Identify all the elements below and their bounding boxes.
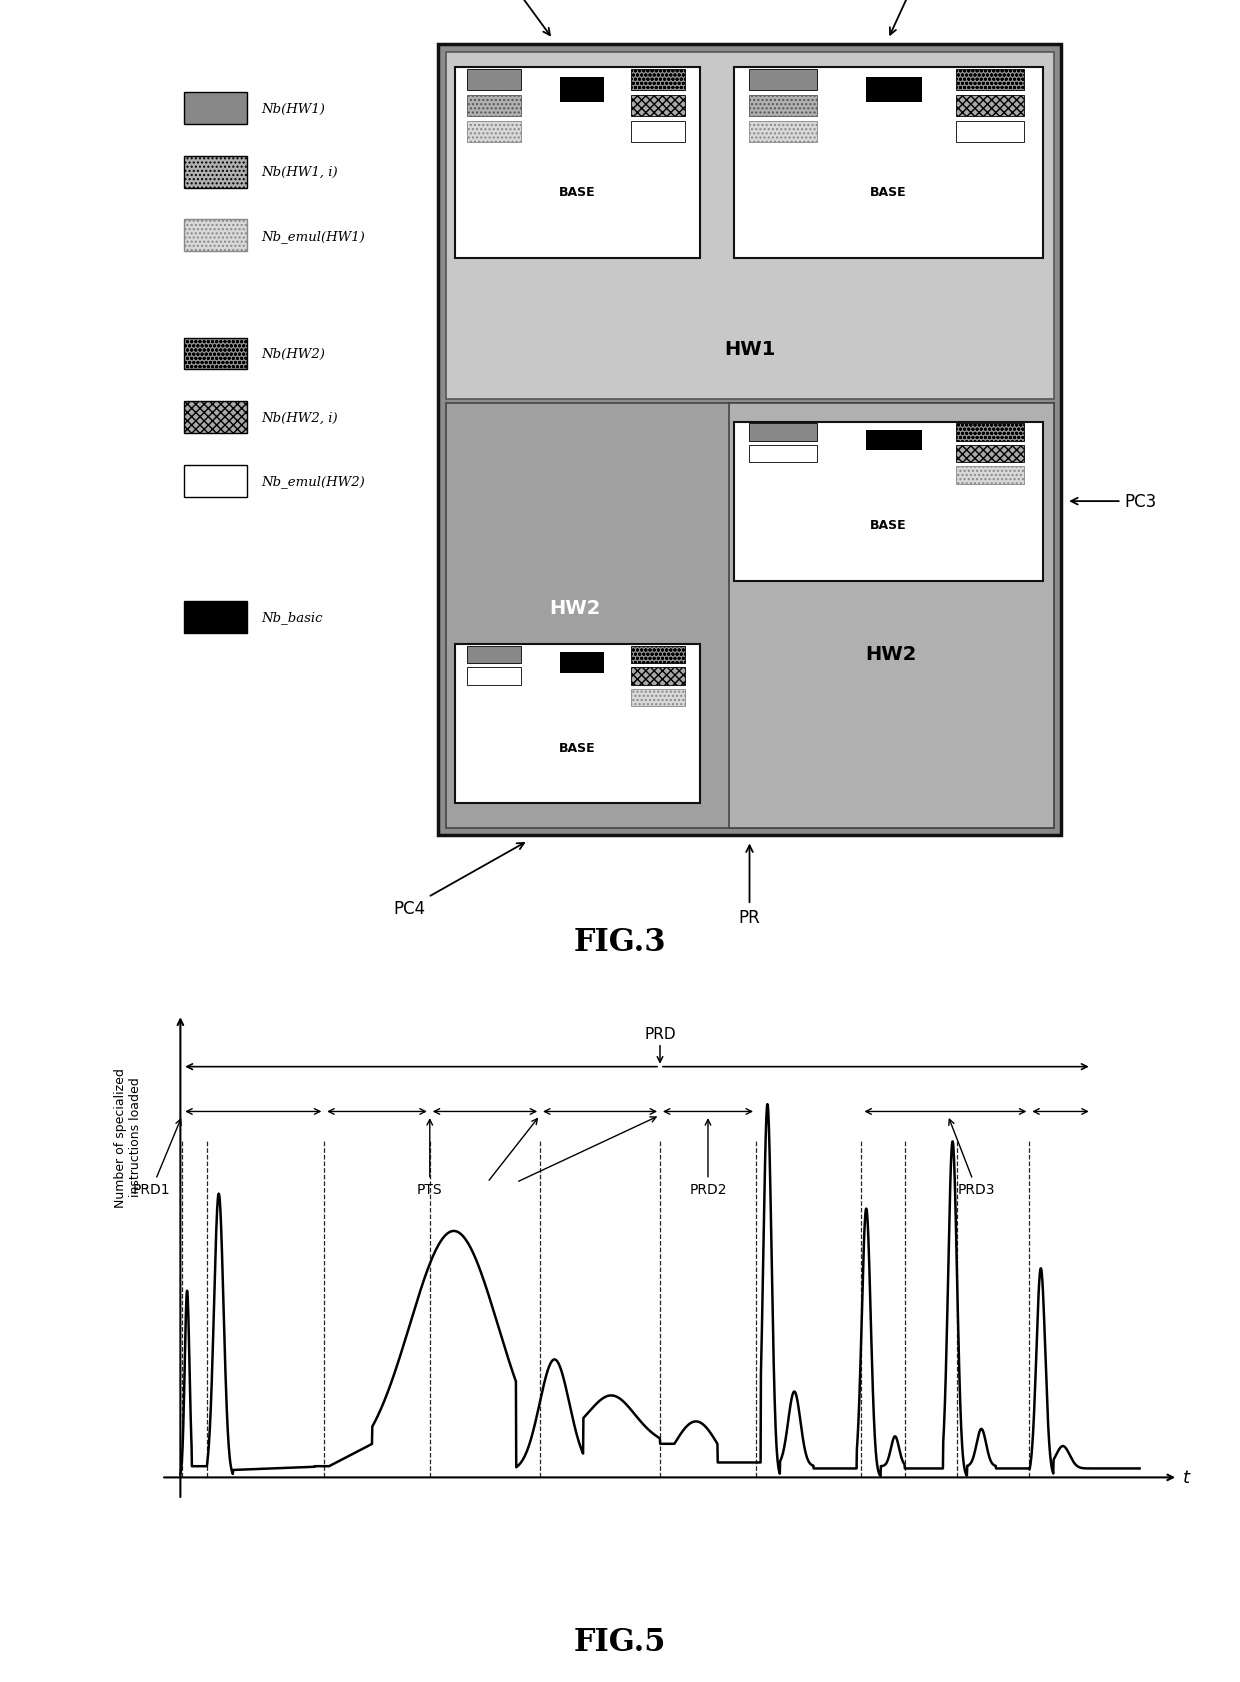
Text: PRD1: PRD1 bbox=[133, 1120, 181, 1196]
Bar bbox=[455, 644, 699, 804]
Bar bbox=[631, 96, 686, 116]
Text: Nb(HW1): Nb(HW1) bbox=[260, 103, 325, 116]
Bar bbox=[455, 67, 699, 259]
Bar bbox=[734, 67, 1043, 259]
Text: FIG.5: FIG.5 bbox=[574, 1626, 666, 1657]
Bar bbox=[749, 121, 817, 143]
Bar bbox=[631, 71, 686, 91]
Text: HW1: HW1 bbox=[724, 340, 775, 360]
Bar bbox=[467, 71, 521, 91]
Bar bbox=[184, 220, 248, 252]
Text: PRD2: PRD2 bbox=[689, 1120, 727, 1196]
Text: PC3: PC3 bbox=[1071, 493, 1157, 511]
Text: PRD: PRD bbox=[645, 1026, 676, 1041]
Text: PR: PR bbox=[739, 846, 760, 927]
Bar bbox=[184, 466, 248, 498]
Bar bbox=[631, 668, 686, 685]
Bar bbox=[749, 468, 817, 484]
Bar bbox=[749, 71, 817, 91]
Bar bbox=[749, 446, 817, 463]
Text: Nb_basic: Nb_basic bbox=[260, 611, 322, 624]
Bar bbox=[438, 45, 1060, 836]
Bar bbox=[956, 424, 1024, 441]
Bar bbox=[467, 668, 521, 685]
Text: Nb(HW2): Nb(HW2) bbox=[260, 348, 325, 360]
Text: PC4: PC4 bbox=[393, 843, 525, 917]
Bar bbox=[631, 121, 686, 143]
Bar bbox=[729, 404, 1054, 828]
Bar bbox=[560, 653, 604, 673]
Bar bbox=[631, 690, 686, 706]
Bar bbox=[467, 690, 521, 706]
Bar bbox=[445, 52, 1054, 400]
Bar bbox=[631, 646, 686, 664]
Bar bbox=[749, 96, 817, 116]
Bar bbox=[956, 446, 1024, 463]
Bar bbox=[956, 71, 1024, 91]
Bar bbox=[956, 121, 1024, 143]
Bar bbox=[184, 338, 248, 370]
Text: PC2: PC2 bbox=[890, 0, 935, 35]
Text: Nb(HW1, i): Nb(HW1, i) bbox=[260, 167, 337, 178]
Bar bbox=[184, 602, 248, 634]
Bar bbox=[184, 402, 248, 434]
Bar bbox=[749, 424, 817, 441]
Bar bbox=[184, 93, 248, 124]
Text: t: t bbox=[1183, 1468, 1190, 1487]
Bar bbox=[560, 77, 604, 103]
Text: PTS: PTS bbox=[417, 1120, 443, 1196]
Bar bbox=[445, 404, 1054, 828]
Text: HW2: HW2 bbox=[866, 644, 916, 663]
Bar bbox=[734, 422, 1043, 582]
Text: BASE: BASE bbox=[559, 185, 595, 198]
Bar bbox=[467, 96, 521, 116]
Text: Nb(HW2, i): Nb(HW2, i) bbox=[260, 412, 337, 424]
Bar bbox=[184, 156, 248, 188]
Bar bbox=[867, 431, 923, 451]
Text: Nb_emul(HW1): Nb_emul(HW1) bbox=[260, 230, 365, 242]
Bar bbox=[867, 77, 923, 103]
Text: Number of specialized
instructions loaded: Number of specialized instructions loade… bbox=[114, 1066, 141, 1206]
Text: PRD3: PRD3 bbox=[949, 1120, 996, 1196]
Bar bbox=[467, 646, 521, 664]
Bar bbox=[956, 468, 1024, 484]
Text: Nb_emul(HW2): Nb_emul(HW2) bbox=[260, 474, 365, 488]
Text: BASE: BASE bbox=[869, 520, 906, 532]
Text: FIG.3: FIG.3 bbox=[574, 927, 666, 957]
Bar bbox=[467, 121, 521, 143]
Bar bbox=[956, 96, 1024, 116]
Text: BASE: BASE bbox=[869, 185, 906, 198]
Text: HW2: HW2 bbox=[549, 599, 600, 617]
Text: BASE: BASE bbox=[559, 742, 595, 755]
Text: PC1: PC1 bbox=[487, 0, 549, 35]
